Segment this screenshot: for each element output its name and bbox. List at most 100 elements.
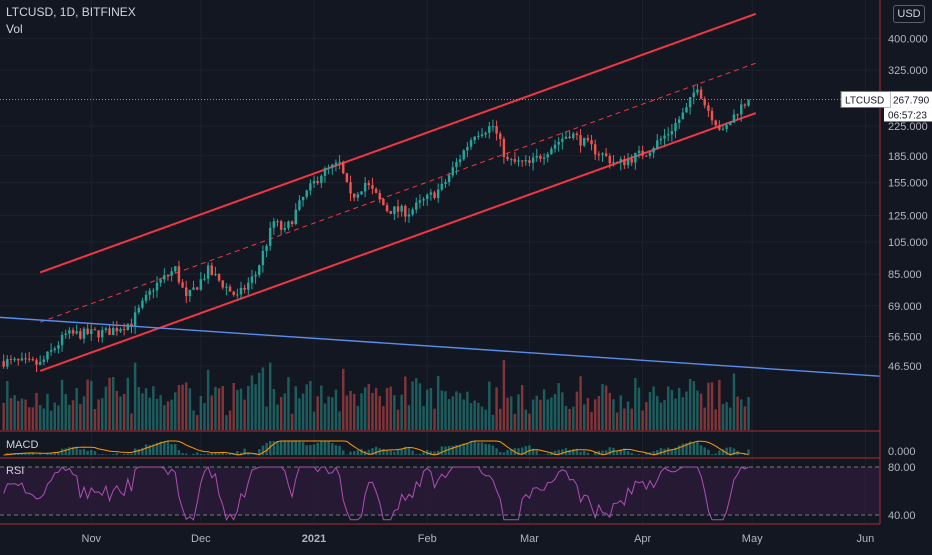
macd-value: 0.000 [888, 446, 916, 458]
macd-bar [397, 450, 399, 455]
candle-body [645, 156, 647, 157]
candle-body [222, 281, 224, 288]
candle-body [112, 328, 114, 335]
candle-body [393, 206, 395, 214]
volume-bar [546, 399, 548, 430]
volume-bar [203, 403, 205, 430]
candle-body [404, 206, 406, 217]
macd-bar [68, 447, 70, 455]
candle-body [550, 149, 552, 154]
candle-body [342, 162, 344, 173]
y-tick-label: 325.000 [888, 65, 928, 77]
volume-bar [28, 407, 30, 430]
candle-body [331, 165, 333, 168]
volume-bar [61, 380, 63, 430]
candle-body [291, 221, 293, 224]
macd-bar [320, 441, 322, 455]
volume-bar [747, 397, 749, 430]
candle-body [492, 126, 494, 127]
candle-body [305, 191, 307, 197]
candle-body [700, 90, 702, 99]
volume-bar [327, 396, 329, 430]
volume-bar [382, 406, 384, 430]
volume-bar [192, 410, 194, 430]
volume-bar [295, 386, 297, 430]
volume-bar [353, 394, 355, 430]
macd-bar [97, 454, 99, 455]
volume-bar [510, 396, 512, 430]
candle-body [10, 359, 12, 360]
candle-body [707, 105, 709, 110]
volume-bar [379, 396, 381, 430]
volume-bar [671, 390, 673, 430]
volume-bar [441, 391, 443, 430]
candle-body [736, 114, 738, 115]
candle-body [203, 279, 205, 280]
candle-body [638, 151, 640, 153]
volume-bar [660, 403, 662, 430]
volume-bar [587, 398, 589, 430]
candle-body [433, 192, 435, 198]
candle-body [437, 190, 439, 198]
candle-body [411, 210, 413, 215]
candle-body [590, 140, 592, 144]
candle-body [75, 331, 77, 333]
volume-bar [645, 402, 647, 430]
macd-bar [448, 446, 450, 455]
candle-body [68, 330, 70, 333]
volume-bar [419, 383, 421, 430]
volume-bar [174, 392, 176, 430]
volume-bar [24, 400, 26, 430]
macd-bar [375, 447, 377, 455]
volume-bar [532, 400, 534, 430]
macd-bar [525, 446, 527, 455]
macd-bar [609, 447, 611, 455]
currency-button[interactable]: USD [893, 5, 925, 23]
candle-body [532, 158, 534, 163]
candle-body [682, 113, 684, 120]
candle-body [368, 183, 370, 185]
candle-body [119, 329, 121, 331]
candle [389, 211, 391, 214]
candle-body [254, 275, 256, 277]
macd-bar [477, 442, 479, 455]
macd-bar [700, 445, 702, 455]
candle-body [565, 137, 567, 139]
candle-body [671, 131, 673, 134]
macd-bar [506, 450, 508, 455]
volume-bar [744, 406, 746, 430]
x-tick-label: Mar [520, 533, 539, 545]
candle-body [214, 274, 216, 275]
candle [342, 161, 344, 175]
candle-body [276, 221, 278, 222]
volume-bar [39, 405, 41, 430]
price-tag-price: 267.790 [893, 95, 930, 106]
volume-bar [448, 399, 450, 430]
candle-body [557, 142, 559, 145]
candle-body [28, 359, 30, 360]
macd-bar [225, 454, 227, 455]
candle-body [229, 287, 231, 292]
candle-body [452, 167, 454, 175]
volume-bar [127, 378, 129, 430]
candle-body [656, 140, 658, 148]
candle-body [108, 328, 110, 335]
macd-bar [207, 453, 209, 455]
volume-bar [229, 411, 231, 430]
volume-bar [138, 387, 140, 430]
macd-bar [393, 452, 395, 455]
candle-body [189, 290, 191, 296]
candle [346, 173, 348, 183]
volume-bar [247, 386, 249, 430]
candle-body [517, 160, 519, 161]
volume-bar [134, 363, 136, 430]
candle-body [39, 362, 41, 365]
candle-body [572, 134, 574, 138]
macd-bar [130, 454, 132, 455]
candle-body [408, 215, 410, 217]
macd-bar [192, 454, 194, 455]
macd-bar [112, 454, 114, 455]
volume-bar [105, 387, 107, 430]
